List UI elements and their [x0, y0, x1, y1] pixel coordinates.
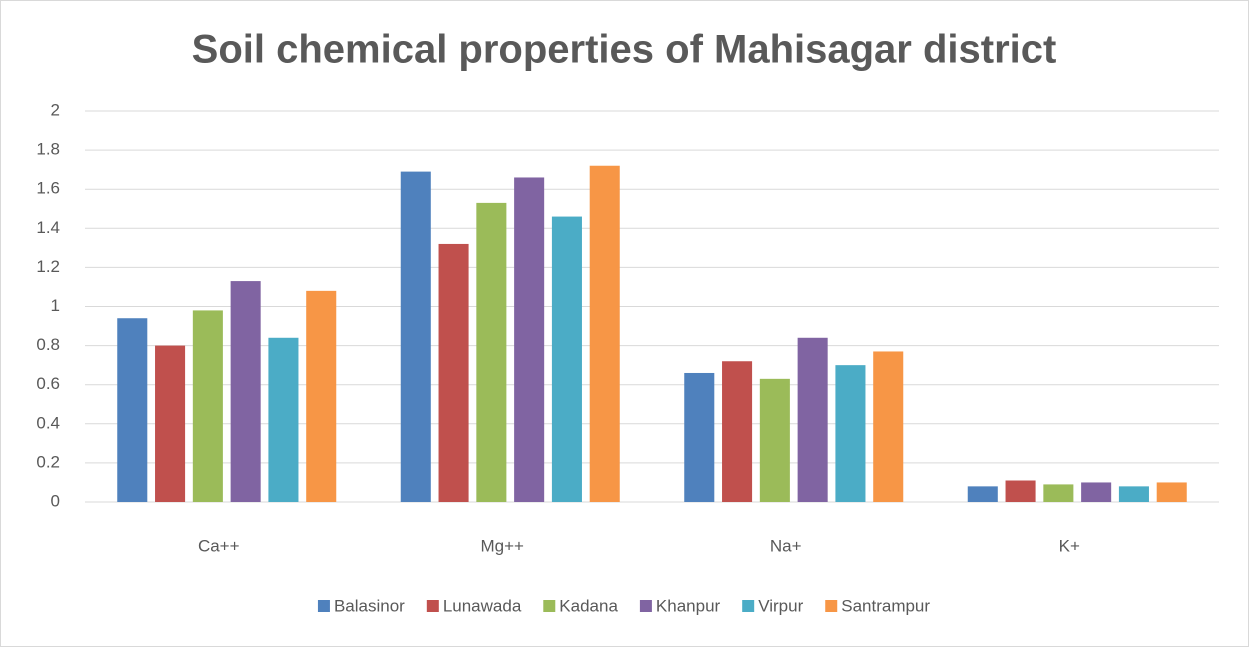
bar — [684, 372, 715, 502]
x-tick-label: Ca++ — [198, 536, 240, 555]
bar — [722, 361, 753, 502]
bar — [759, 378, 790, 502]
y-tick-label: 0.4 — [36, 413, 60, 432]
bar — [268, 337, 299, 502]
bar — [1118, 486, 1149, 502]
chart-title: Soil chemical properties of Mahisagar di… — [192, 28, 1057, 72]
bar — [835, 365, 866, 502]
bar — [1156, 482, 1187, 502]
y-tick-label: 1 — [51, 296, 60, 315]
legend-swatch — [543, 600, 556, 612]
legend-swatch — [426, 600, 439, 612]
x-tick-label: Na+ — [770, 536, 802, 555]
bar — [589, 165, 620, 503]
y-tick-label: 0 — [51, 491, 60, 510]
legend-swatch — [639, 600, 652, 612]
y-tick-label: 1.2 — [36, 257, 60, 276]
legend-swatch — [825, 600, 838, 612]
bar — [1043, 484, 1074, 502]
bar — [476, 202, 507, 502]
bar — [230, 281, 261, 502]
bar — [192, 310, 223, 502]
legend-swatch — [317, 600, 330, 612]
y-tick-label: 1.4 — [36, 218, 60, 237]
bar — [551, 216, 582, 502]
bar — [797, 337, 828, 502]
y-tick-label: 1.6 — [36, 179, 60, 198]
bar — [117, 318, 148, 502]
bar — [306, 290, 337, 502]
bar — [514, 177, 545, 502]
legend-label: Virpur — [758, 596, 803, 615]
bar — [155, 345, 186, 502]
legend-label: Kadana — [559, 596, 618, 615]
bar — [438, 243, 469, 502]
y-tick-label: 0.2 — [36, 452, 60, 471]
legend-label: Lunawada — [443, 596, 522, 615]
y-tick-label: 0.8 — [36, 335, 60, 354]
bar — [1005, 480, 1036, 502]
x-tick-label: Mg++ — [481, 536, 525, 555]
legend-swatch — [742, 600, 755, 612]
y-tick-label: 0.6 — [36, 374, 60, 393]
y-tick-label: 1.8 — [36, 140, 60, 159]
bar — [967, 486, 998, 502]
legend-label: Khanpur — [656, 596, 721, 615]
bar — [873, 351, 904, 502]
x-tick-label: K+ — [1059, 536, 1080, 555]
legend-label: Balasinor — [334, 596, 405, 615]
legend-label: Santrampur — [841, 596, 930, 615]
bar — [400, 171, 431, 503]
bar — [1081, 482, 1112, 502]
y-tick-label: 2 — [51, 100, 60, 119]
